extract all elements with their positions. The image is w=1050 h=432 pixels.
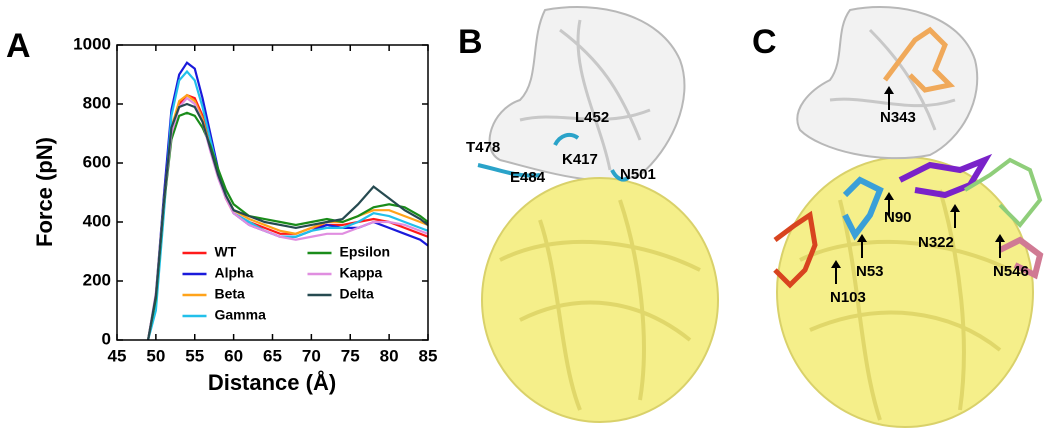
residue-label: K417: [562, 151, 598, 168]
series-line: [147, 102, 428, 340]
series-line: [147, 93, 428, 340]
panel-label: B: [458, 23, 483, 61]
glycan-label: N90: [884, 209, 912, 226]
x-tick-label: 55: [185, 346, 204, 365]
legend-label: Epsilon: [340, 244, 391, 260]
residue-label: L452: [575, 109, 609, 126]
x-tick-label: 50: [146, 346, 165, 365]
y-tick-label: 600: [83, 152, 111, 171]
protein-structure: [773, 6, 1044, 428]
glycan-label: N322: [918, 234, 954, 251]
plot-lines: [147, 61, 428, 340]
legend-label: Alpha: [215, 265, 254, 281]
x-tick-label: 80: [380, 346, 399, 365]
x-tick-label: 65: [263, 346, 282, 365]
protein-structure: [477, 6, 719, 423]
legend-label: Delta: [340, 286, 374, 302]
y-tick-label: 200: [83, 270, 111, 289]
residue-label: T478: [466, 139, 500, 156]
residue-label: N501: [620, 166, 656, 183]
panel-label: A: [6, 27, 31, 65]
y-tick-label: 400: [83, 211, 111, 230]
x-tick-label: 45: [108, 346, 127, 365]
glycan-label: N103: [830, 289, 866, 306]
panel-label: C: [752, 23, 777, 61]
glycan-label: N343: [880, 109, 916, 126]
y-tick-label: 1000: [73, 34, 111, 53]
y-tick-label: 800: [83, 93, 111, 112]
legend-label: WT: [215, 244, 237, 260]
plot-frame: [116, 44, 429, 341]
glycan-label: N546: [993, 263, 1029, 280]
legend-label: Gamma: [215, 307, 267, 323]
series-line: [147, 93, 428, 340]
x-tick-label: 70: [302, 346, 321, 365]
x-tick-label: 75: [341, 346, 360, 365]
legend-label: Kappa: [340, 265, 383, 281]
residue-label: E484: [510, 169, 546, 186]
legend-label: Beta: [215, 286, 246, 302]
x-tick-label: 85: [419, 346, 438, 365]
y-axis-label: Force (pN): [32, 137, 57, 247]
series-line: [147, 69, 428, 340]
y-tick-label: 0: [102, 329, 111, 348]
glycan-label: N53: [856, 263, 884, 280]
x-tick-label: 60: [224, 346, 243, 365]
series-line: [147, 96, 428, 340]
x-axis-label: Distance (Å): [208, 369, 336, 395]
